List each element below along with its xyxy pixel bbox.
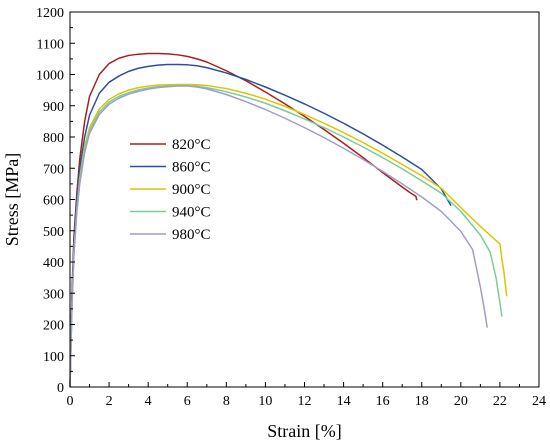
y-tick-label: 100 bbox=[43, 350, 64, 365]
x-tick-label: 16 bbox=[376, 394, 390, 409]
y-tick-label: 400 bbox=[43, 256, 64, 271]
x-tick-label: 0 bbox=[67, 394, 74, 409]
series-line bbox=[69, 52, 418, 388]
legend-label: 940°C bbox=[172, 205, 211, 221]
x-tick-label: 22 bbox=[493, 394, 507, 409]
y-tick-label: 500 bbox=[43, 225, 64, 240]
y-tick-label: 300 bbox=[43, 287, 64, 302]
x-tick-label: 4 bbox=[145, 394, 152, 409]
x-axis-title: Strain [%] bbox=[267, 421, 341, 441]
y-tick-label: 1100 bbox=[37, 37, 64, 52]
y-tick-label: 700 bbox=[43, 162, 64, 177]
x-tick-label: 6 bbox=[184, 394, 191, 409]
legend-label: 980°C bbox=[172, 227, 211, 243]
x-tick-label: 10 bbox=[258, 394, 272, 409]
x-axis: 0 2 4 6 8 10 12 14 16 18 20 22 24 bbox=[67, 382, 546, 409]
x-tick-label: 20 bbox=[454, 394, 468, 409]
x-tick-label: 12 bbox=[298, 394, 312, 409]
y-tick-label: 800 bbox=[43, 131, 64, 146]
x-tick-label: 14 bbox=[337, 394, 351, 409]
y-axis-title: Stress [MPa] bbox=[2, 153, 22, 247]
y-tick-label: 600 bbox=[43, 194, 64, 209]
y-axis: 0 100 200 300 400 500 600 700 800 900 1000 1100 1200 bbox=[36, 6, 75, 396]
curve-layer bbox=[69, 52, 508, 388]
x-tick-label: 2 bbox=[106, 394, 113, 409]
y-tick-label: 200 bbox=[43, 319, 64, 334]
x-tick-label: 18 bbox=[415, 394, 429, 409]
x-tick-label: 24 bbox=[532, 394, 546, 409]
y-tick-label: 1200 bbox=[36, 6, 64, 21]
legend: 820°C 860°C 900°C 940°C 980°C bbox=[130, 137, 211, 243]
series-line bbox=[69, 85, 488, 388]
y-tick-label: 1000 bbox=[36, 69, 64, 84]
series-line bbox=[69, 83, 508, 388]
series-line bbox=[69, 63, 452, 388]
legend-label: 860°C bbox=[172, 160, 211, 176]
y-tick-label: 0 bbox=[57, 381, 64, 396]
legend-label: 820°C bbox=[172, 137, 211, 153]
y-tick-label: 900 bbox=[43, 100, 64, 115]
x-tick-label: 8 bbox=[223, 394, 230, 409]
legend-label: 900°C bbox=[172, 182, 211, 198]
series-line bbox=[69, 85, 503, 388]
